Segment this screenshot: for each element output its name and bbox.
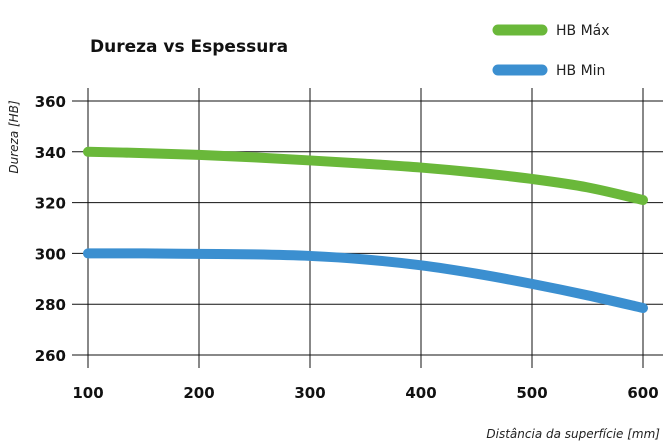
y-tick-label: 260 xyxy=(35,347,66,365)
x-axis-label: Distância da superfície [mm] xyxy=(486,427,660,441)
x-tick-label: 200 xyxy=(183,384,214,402)
x-tick-label: 300 xyxy=(294,384,325,402)
series-line-hb-max xyxy=(83,146,648,206)
y-tick-label: 300 xyxy=(35,245,66,263)
y-tick-label: 320 xyxy=(35,195,66,213)
chart-title: Dureza vs Espessura xyxy=(90,37,288,57)
y-tick-label: 360 xyxy=(35,93,66,111)
y-axis-label: Dureza [HB] xyxy=(7,100,21,174)
legend: HB Máx HB Min xyxy=(492,23,610,79)
legend-label: HB Min xyxy=(556,63,605,79)
x-tick-label: 500 xyxy=(516,384,547,402)
x-tick-label: 100 xyxy=(72,384,103,402)
x-tick-label: 600 xyxy=(627,384,658,402)
y-axis-ticks: 360 340 320 300 280 260 xyxy=(35,93,66,365)
series-lines xyxy=(83,146,648,314)
grid xyxy=(72,88,663,368)
y-tick-label: 280 xyxy=(35,296,66,314)
series-line-hb-min xyxy=(83,248,648,314)
y-tick-label: 340 xyxy=(35,144,66,162)
x-tick-label: 400 xyxy=(405,384,436,402)
x-axis-ticks: 100 200 300 400 500 600 xyxy=(72,384,658,402)
legend-label: HB Máx xyxy=(556,23,610,39)
